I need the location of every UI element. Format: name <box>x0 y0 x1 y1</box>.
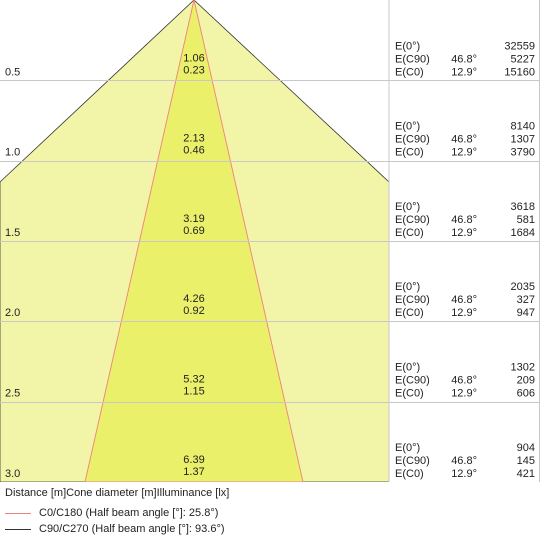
cone-diagram: 0.5 1.060.23 E(0°) 32559 E(C90) 46.8° 5227 E(C0… <box>0 0 540 482</box>
reading-label: E(0°) <box>395 442 420 454</box>
illuminance-value: 947 <box>517 307 535 319</box>
reading-label: E(0°) <box>395 40 420 52</box>
legend-c0-label: C0/C180 (Half beam angle [°]: 25.8°) <box>39 507 219 519</box>
legend-c0: C0/C180 (Half beam angle [°]: 25.8°) <box>5 507 218 519</box>
illuminance-value: 5227 <box>511 53 535 65</box>
reading-label: E(0°) <box>395 362 420 374</box>
reading-label: E(0°) <box>395 201 420 213</box>
distance-label: 1.0 <box>5 147 20 159</box>
reading-label: E(C0) <box>395 307 424 319</box>
reading-angle: 46.8° <box>451 214 477 226</box>
diagram-labels: 0.5 1.060.23 E(0°) 32559 E(C90) 46.8° 5227 E(C0… <box>5 40 535 480</box>
cone-diameter-c0: 2.13 <box>183 133 204 145</box>
illuminance-value: 3618 <box>511 201 535 213</box>
reading-angle: 46.8° <box>451 53 477 65</box>
illuminance-value: 581 <box>517 214 535 226</box>
illuminance-value: 327 <box>517 294 535 306</box>
cone-diameter-c90: 1.37 <box>183 466 204 478</box>
reading-angle: 12.9° <box>451 468 477 480</box>
illuminance-value: 15160 <box>504 66 535 78</box>
illuminance-value: 1302 <box>511 362 535 374</box>
cone-diameter-c0: 3.19 <box>183 213 204 225</box>
cone-diameter-c0: 5.32 <box>183 374 204 386</box>
reading-label: E(C90) <box>395 214 430 226</box>
reading-label: E(C0) <box>395 468 424 480</box>
illuminance-value: 421 <box>517 468 535 480</box>
illuminance-value: 1684 <box>511 227 535 239</box>
reading-label: E(0°) <box>395 281 420 293</box>
reading-angle: 46.8° <box>451 455 477 467</box>
illuminance-value: 145 <box>517 455 535 467</box>
reading-angle: 12.9° <box>451 227 477 239</box>
distance-label: 1.5 <box>5 227 20 239</box>
legend-c90-swatch <box>5 528 31 530</box>
reading-label: E(C0) <box>395 388 424 400</box>
distance-label: 3.0 <box>5 468 20 480</box>
reading-label: E(C0) <box>395 227 424 239</box>
distance-label: 2.0 <box>5 307 20 319</box>
illuminance-value: 606 <box>517 388 535 400</box>
distance-label: 2.5 <box>5 388 20 400</box>
cone-diameter-c90: 1.15 <box>183 386 204 398</box>
cone-diameter-c90: 0.69 <box>183 225 204 237</box>
reading-label: E(C0) <box>395 66 424 78</box>
cone-diameter-c0: 6.39 <box>183 454 204 466</box>
reading-label: E(0°) <box>395 121 420 133</box>
legend-c90: C90/C270 (Half beam angle [°]: 93.6°) <box>5 523 225 535</box>
illuminance-value: 209 <box>517 375 535 387</box>
cone-diameter-c90: 0.46 <box>183 145 204 157</box>
legend-c90-label: C90/C270 (Half beam angle [°]: 93.6°) <box>39 523 225 535</box>
reading-label: E(C90) <box>395 53 430 65</box>
cone-diameter-c0: 4.26 <box>183 293 204 305</box>
legend-c0-swatch <box>5 512 31 514</box>
reading-angle: 12.9° <box>451 307 477 319</box>
reading-angle: 46.8° <box>451 134 477 146</box>
illuminance-value: 8140 <box>511 121 535 133</box>
cone-diameter-c90: 0.23 <box>183 64 204 76</box>
reading-angle: 12.9° <box>451 147 477 159</box>
axis-caption: Distance [m]Cone diameter [m]Illuminance… <box>5 487 230 499</box>
reading-label: E(C90) <box>395 455 430 467</box>
reading-label: E(C0) <box>395 147 424 159</box>
reading-label: E(C90) <box>395 294 430 306</box>
reading-angle: 46.8° <box>451 375 477 387</box>
illuminance-value: 1307 <box>511 134 535 146</box>
reading-label: E(C90) <box>395 134 430 146</box>
reading-angle: 12.9° <box>451 66 477 78</box>
illuminance-value: 32559 <box>504 40 535 52</box>
reading-angle: 12.9° <box>451 388 477 400</box>
distance-label: 0.5 <box>5 66 20 78</box>
cone-diameter-c0: 1.06 <box>183 52 204 64</box>
illuminance-value: 2035 <box>511 281 535 293</box>
illuminance-value: 904 <box>517 442 535 454</box>
reading-angle: 46.8° <box>451 294 477 306</box>
cone-diameter-c90: 0.92 <box>183 305 204 317</box>
reading-label: E(C90) <box>395 375 430 387</box>
illuminance-value: 3790 <box>511 147 535 159</box>
